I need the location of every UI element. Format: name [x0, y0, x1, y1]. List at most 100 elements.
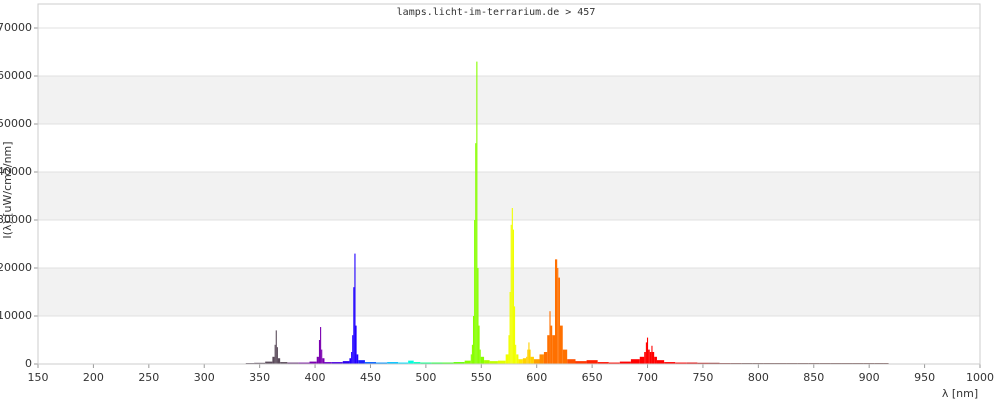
x-tick-label: 1000: [966, 371, 994, 384]
spectrum-bar: [280, 362, 288, 364]
spectrum-bar: [645, 342, 647, 364]
spectrum-bar: [324, 362, 332, 364]
spectrum-bar: [464, 360, 471, 364]
spectrum-bar: [529, 349, 531, 364]
spectrum-bar: [309, 361, 317, 364]
bands: [38, 27, 980, 365]
spectrum-bar: [675, 362, 687, 364]
spectrum-bar: [472, 316, 475, 364]
y-tick-label: 60000: [0, 69, 32, 82]
y-tick-label: 20000: [0, 261, 32, 274]
spectrum-bar: [543, 352, 548, 364]
x-tick-label: 950: [914, 371, 935, 384]
spectrum-bar: [649, 352, 652, 364]
spectrum-bar: [356, 354, 359, 364]
y-tick-label: 70000: [0, 21, 32, 34]
spectrum-bar: [664, 362, 676, 364]
chart-title: lamps.licht-im-terrarium.de > 457: [397, 7, 596, 18]
spectrum-bar: [562, 349, 568, 364]
x-tick-label: 600: [526, 371, 547, 384]
spectrum-bar: [549, 311, 551, 364]
y-axis-label: I(λ) [uW/cm2/nm]: [1, 141, 14, 238]
spectrum-bar: [550, 325, 553, 364]
x-tick-label: 250: [138, 371, 159, 384]
spectrum-bar: [320, 327, 322, 364]
y-tick-label: 0: [25, 357, 32, 370]
spectrum-bar: [530, 356, 534, 364]
spectrum-bar: [474, 220, 476, 364]
x-tick-label: 650: [582, 371, 603, 384]
spectrum-bar: [355, 325, 357, 364]
spectrum-bar: [354, 253, 356, 364]
spectrum-bar: [349, 358, 352, 364]
spectrum-bar: [477, 268, 479, 364]
spectrum-bar: [453, 362, 465, 364]
spectrum-bar: [420, 362, 432, 364]
y-tick-label: 10000: [0, 309, 32, 322]
spectrum-bar: [510, 224, 512, 364]
spectrum-bar: [656, 360, 665, 364]
spectrum-bar: [575, 361, 587, 364]
spectrum-bar: [528, 342, 530, 364]
spectrum-bar: [608, 362, 620, 364]
plot-frame: [37, 3, 981, 365]
spectrum-bar: [476, 61, 478, 364]
spectrum-bar: [597, 362, 609, 364]
spectrum-bar: [557, 268, 559, 364]
spectrum-bar: [533, 359, 540, 364]
spectrum-bar: [644, 352, 646, 364]
spectrum-bar: [651, 345, 653, 364]
x-tick-label: 700: [637, 371, 658, 384]
spectrum-bar: [480, 356, 485, 364]
x-tick-label: 850: [803, 371, 824, 384]
spectrum-bar: [554, 259, 558, 364]
spectrum-bar: [351, 352, 353, 364]
spectrum-bar: [277, 358, 281, 364]
grid-band: [38, 268, 980, 316]
spectrum-bar: [511, 208, 513, 364]
spectrum-bar: [512, 229, 514, 364]
spectrum-bar: [639, 356, 645, 364]
x-tick-label: 550: [471, 371, 492, 384]
spectrum-bar: [567, 359, 576, 364]
spectrum-bar: [522, 358, 527, 364]
spectrum-bar: [298, 362, 310, 364]
spectrum-bar: [484, 360, 490, 364]
spectrum-bar: [586, 360, 598, 364]
spectrum-bar: [478, 325, 480, 364]
spectrum-bar: [652, 352, 655, 364]
spectrum-bar: [287, 362, 299, 364]
spectrum-bar: [509, 292, 511, 364]
spectrum-bar: [646, 337, 649, 364]
spectrum-bar: [518, 359, 523, 364]
spectrum-bar: [516, 354, 519, 364]
spectrum-bar: [322, 358, 325, 364]
spectrum-bar: [508, 335, 510, 364]
spectrum-bar: [559, 325, 563, 364]
grid-band: [38, 76, 980, 124]
spectrum-bar: [321, 349, 323, 364]
x-tick-label: 400: [305, 371, 326, 384]
y-tick-label: 30000: [0, 213, 32, 226]
x-tick-label: 150: [28, 371, 49, 384]
spectrum-bar: [342, 361, 350, 364]
axes: 0 10000 20000 30000 40000 50000 60000 70000 150 2…: [0, 3, 994, 384]
y-tick-label: 50000: [0, 117, 32, 130]
spectrum-bar: [513, 306, 516, 364]
x-axis-label: λ [nm]: [942, 387, 978, 400]
spectrum-bar: [254, 362, 266, 364]
spectrum-bar: [398, 362, 409, 364]
spectrum-bar: [497, 360, 506, 364]
spectrum-bar: [489, 361, 498, 364]
spectrum-bar: [558, 277, 560, 364]
spectrum-bar: [272, 356, 275, 364]
spectrum-bar: [515, 344, 517, 364]
spectrum-bar: [408, 360, 414, 364]
spectrum-bar: [265, 361, 273, 364]
spectrum-bar: [331, 362, 343, 364]
spectrum-bar: [697, 362, 709, 364]
spectrum-bar: [387, 362, 399, 364]
spectrum-bar: [276, 347, 278, 364]
spectrum-bar: [526, 356, 528, 364]
